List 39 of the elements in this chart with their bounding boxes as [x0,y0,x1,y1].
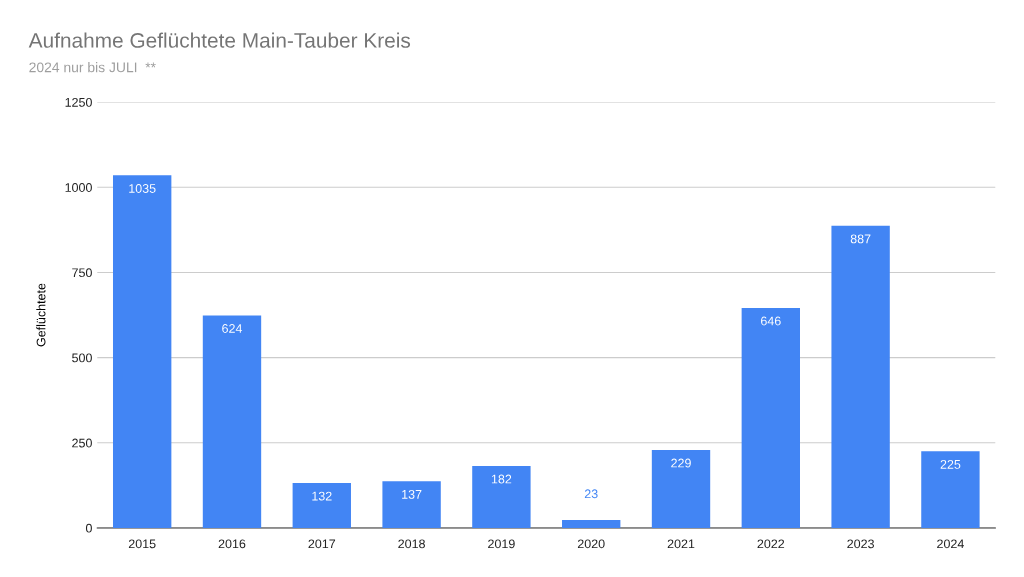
data-label: 646 [761,316,781,326]
x-tick-label: 2019 [488,539,515,549]
x-tick-label: 2021 [667,539,695,549]
y-tick-label: 1250 [65,97,92,107]
bar [113,175,172,528]
data-label: 23 [584,489,598,499]
chart-title: Aufnahme Geflüchtete Main-Tauber Kreis [28,32,411,48]
bar [562,520,621,528]
y-tick-label: 1000 [65,183,92,192]
bar [382,481,441,528]
x-tick-label: 2018 [398,539,425,549]
x-tick-label: 2020 [577,539,605,549]
bar [741,307,800,528]
data-label: 182 [491,474,512,484]
x-tick-label: 2023 [847,539,874,549]
bar [651,449,711,528]
x-tick-label: 2017 [308,539,336,549]
data-label: 137 [402,489,422,499]
data-label: 132 [312,491,332,501]
x-tick-label: 2016 [218,539,246,549]
x-tick-label: 2015 [128,539,156,549]
bar [292,482,351,528]
x-tick-label: 2022 [757,539,785,549]
y-tick-label: 500 [72,353,92,363]
data-label: 887 [850,234,871,244]
x-tick-label: 2024 [937,539,964,549]
data-label: 1035 [129,184,156,193]
bar [921,451,980,528]
y-tick-label: 250 [72,438,92,448]
bar [472,465,531,528]
y-axis-title: Geflüchtete [36,283,46,347]
y-tick-label: 0 [85,523,92,533]
data-label: 225 [940,459,961,469]
bar [202,315,262,528]
data-label: 229 [671,458,691,468]
y-tick-label: 750 [72,268,92,278]
data-label: 624 [222,324,243,333]
bar [831,225,890,528]
chart-subtitle: 2024 nur bis JULI ** [29,62,156,73]
